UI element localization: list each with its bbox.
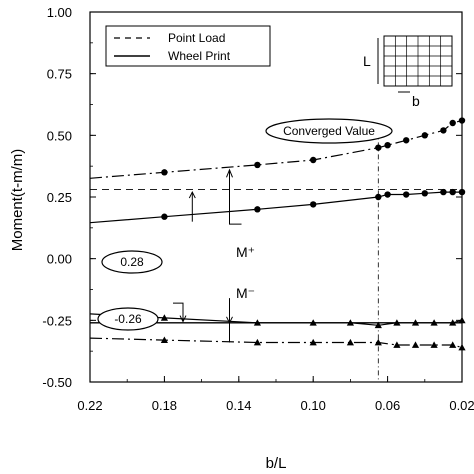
data-point: [411, 319, 420, 326]
data-point: [309, 338, 317, 346]
m-plus-value-label: 0.28: [120, 255, 144, 269]
data-point: [430, 319, 438, 326]
data-point: [449, 319, 457, 326]
x-tick-label: 0.06: [375, 398, 400, 413]
x-tick-label: 0.10: [301, 398, 326, 413]
y-tick-label: -0.25: [42, 313, 72, 328]
y-axis-title: Moment(t-m/m): [9, 149, 26, 252]
data-point: [253, 338, 261, 346]
data-point: [458, 316, 466, 324]
data-point: [161, 169, 168, 176]
legend-label-point-load: Point Load: [168, 31, 225, 45]
m-minus-value-callout: -0.26: [97, 307, 159, 331]
converged-value-callout: Converged Value: [265, 118, 393, 144]
data-point: [440, 188, 447, 196]
data-point: [458, 343, 466, 351]
y-tick-label: 0.00: [47, 252, 72, 267]
y-tick-label: 0.75: [47, 67, 72, 82]
data-point: [458, 188, 466, 196]
data-point: [384, 142, 391, 149]
data-point: [254, 206, 261, 213]
y-tick-label: 0.50: [47, 128, 72, 143]
y-tick-label: 1.00: [47, 5, 72, 20]
data-point: [421, 190, 428, 197]
series-markers: [160, 117, 466, 351]
data-point: [254, 161, 261, 169]
x-axis-title: b/L: [266, 455, 287, 472]
data-point: [310, 156, 317, 164]
inset-label-b: b: [412, 93, 420, 109]
annotations: [173, 168, 242, 343]
m-plus-leader: [229, 189, 242, 225]
inset-grid-lines: [384, 36, 452, 86]
data-point: [449, 119, 456, 127]
m-minus-value-label: -0.26: [114, 312, 142, 326]
data-point: [346, 319, 354, 326]
data-point: [375, 144, 382, 151]
data-point: [384, 191, 391, 198]
legend-box: [105, 25, 271, 67]
data-point: [310, 201, 317, 208]
data-point: [393, 341, 401, 348]
data-point: [403, 137, 410, 144]
legend-label-wheel-print: Wheel Print: [168, 49, 231, 63]
x-tick-label: 0.02: [449, 398, 474, 413]
m-plus-arrowhead: [226, 168, 233, 178]
inset-label-l: L: [363, 53, 371, 69]
y-tick-label: 0.25: [47, 190, 72, 205]
x-tick-label: 0.22: [77, 398, 102, 413]
data-point: [449, 341, 457, 348]
data-point: [375, 193, 382, 201]
m-minus-value-leader: [173, 302, 184, 322]
m-minus-value-oval: [97, 307, 159, 331]
m-plus-label: M⁺: [236, 244, 255, 260]
m-minus-label: M⁻: [236, 285, 255, 301]
data-point: [403, 191, 410, 198]
data-point: [411, 341, 420, 348]
series-line-Mplus-point-load: [89, 119, 463, 179]
data-point: [430, 341, 438, 348]
data-point: [161, 213, 168, 220]
m-plus-value-arrowhead: [188, 190, 196, 199]
x-tick-label: 0.14: [226, 398, 251, 413]
m-minus-value-arrowhead: [179, 315, 187, 323]
data-point: [160, 336, 168, 343]
data-point: [309, 319, 317, 326]
m-plus-value-oval: [101, 250, 163, 274]
data-point: [374, 321, 382, 329]
data-point: [449, 188, 456, 196]
y-tick-label: -0.50: [42, 375, 72, 390]
axis-ticks: 1.00 0.75 0.50 0.25 0.00 -0.25 -0.50 0.22 0.18 0.…: [42, 5, 474, 413]
data-point: [253, 319, 261, 326]
data-point: [374, 338, 382, 346]
series-line-Mminus-point-load: [89, 337, 463, 349]
data-point: [393, 319, 401, 326]
data-point: [421, 132, 428, 139]
data-point: [440, 127, 447, 134]
legend: Point Load Wheel Print: [105, 25, 271, 67]
converged-value-oval: [265, 118, 393, 144]
x-tick-label: 0.18: [152, 398, 177, 413]
data-point: [458, 117, 466, 124]
data-point: [160, 314, 168, 321]
converged-value-label: Converged Value: [283, 124, 375, 138]
data-point: [346, 338, 354, 346]
m-plus-value-callout: 0.28: [101, 250, 163, 274]
inset-grid-diagram: L b: [363, 35, 453, 109]
